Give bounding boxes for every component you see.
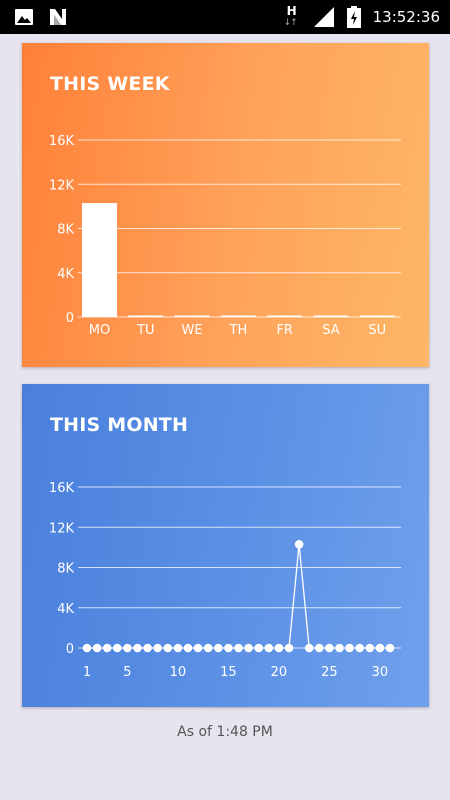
data-point-day-4	[113, 643, 122, 653]
x-tick-label: FR	[276, 323, 293, 338]
image-icon	[15, 9, 33, 25]
network-letter: H	[286, 4, 297, 18]
data-point-day-18	[254, 643, 263, 653]
x-tick-label: SU	[368, 323, 386, 338]
y-tick-label: 12K	[49, 178, 75, 193]
data-point-day-27	[345, 643, 354, 653]
x-tick-label: TH	[229, 323, 248, 338]
y-tick-label: 0	[66, 642, 74, 657]
network-arrows: ↓↑	[283, 18, 298, 28]
data-point-day-6	[133, 643, 142, 653]
data-point-day-17	[244, 643, 253, 653]
data-point-day-28	[355, 643, 365, 653]
month-card-title: THIS MONTH	[50, 414, 189, 436]
bar-su	[359, 315, 395, 317]
last-updated-text: As of 1:48 PM	[177, 724, 273, 740]
week-bar-chart: 0 4K 8K 12K 16K MO TU WE TH FR SA SU	[49, 134, 401, 338]
week-card: THIS WEEK 0 4K 8K 12K 16K MO TU WE TH FR SA SU	[22, 43, 429, 367]
signal-icon	[313, 7, 334, 27]
x-tick-label: 1	[83, 665, 91, 680]
x-tick-label: TU	[136, 323, 154, 338]
data-point-day-19	[264, 643, 274, 653]
data-point-day-22	[294, 540, 304, 549]
x-tick-label: 15	[220, 665, 237, 680]
bar-mo	[82, 203, 117, 317]
bar-tu	[128, 315, 164, 317]
data-point-day-14	[214, 643, 223, 653]
y-tick-label: 16K	[49, 481, 75, 496]
data-point-day-24	[315, 643, 324, 653]
month-card: THIS MONTH 0 4K 8K 12K 16K 1 5 10 15 20 25 30	[22, 384, 429, 707]
data-point-day-15	[224, 643, 233, 653]
bar-we	[174, 315, 210, 317]
x-tick-label: 5	[123, 665, 131, 680]
data-point-day-10	[173, 643, 183, 653]
x-tick-label: SA	[322, 323, 339, 338]
week-card-title: THIS WEEK	[50, 73, 170, 95]
data-point-day-20	[274, 643, 284, 653]
status-bar: H ↓↑ 13:52:36	[0, 0, 450, 34]
x-tick-label: 25	[321, 665, 338, 680]
battery-icon	[346, 6, 361, 28]
y-tick-label: 8K	[57, 562, 74, 577]
y-tick-label: 12K	[49, 521, 75, 536]
h-network-icon: H ↓↑	[283, 4, 301, 30]
x-tick-label: 20	[271, 665, 288, 680]
data-point-day-2	[92, 643, 102, 653]
data-point-day-8	[153, 643, 162, 653]
data-point-day-11	[183, 643, 193, 653]
data-point-day-7	[143, 643, 152, 653]
month-series-line	[87, 544, 390, 649]
bar-fr	[267, 315, 303, 317]
x-tick-label: MO	[89, 323, 110, 338]
data-point-day-13	[203, 643, 213, 653]
data-point-day-31	[385, 643, 395, 653]
data-point-day-25	[325, 643, 334, 653]
data-point-day-1	[82, 643, 92, 653]
x-tick-label: 30	[372, 665, 389, 680]
bar-th	[220, 315, 256, 317]
x-tick-label: 10	[170, 665, 187, 680]
y-tick-label: 0	[66, 311, 74, 326]
data-point-day-26	[335, 643, 344, 653]
data-point-day-3	[102, 643, 112, 653]
y-tick-label: 16K	[49, 134, 75, 149]
data-point-day-30	[375, 643, 385, 653]
y-tick-label: 8K	[57, 223, 74, 238]
data-point-day-23	[304, 643, 314, 653]
status-time: 13:52:36	[372, 8, 440, 26]
x-tick-label: WE	[182, 323, 203, 338]
n-logo-icon	[50, 9, 66, 25]
y-tick-label: 4K	[57, 267, 74, 282]
data-point-day-12	[193, 643, 203, 653]
bar-sa	[313, 315, 349, 317]
data-point-day-16	[234, 643, 243, 653]
data-point-day-5	[123, 643, 132, 653]
y-tick-label: 4K	[57, 602, 74, 617]
data-point-day-29	[365, 643, 375, 653]
data-point-day-21	[284, 643, 294, 653]
data-point-day-9	[163, 643, 173, 653]
